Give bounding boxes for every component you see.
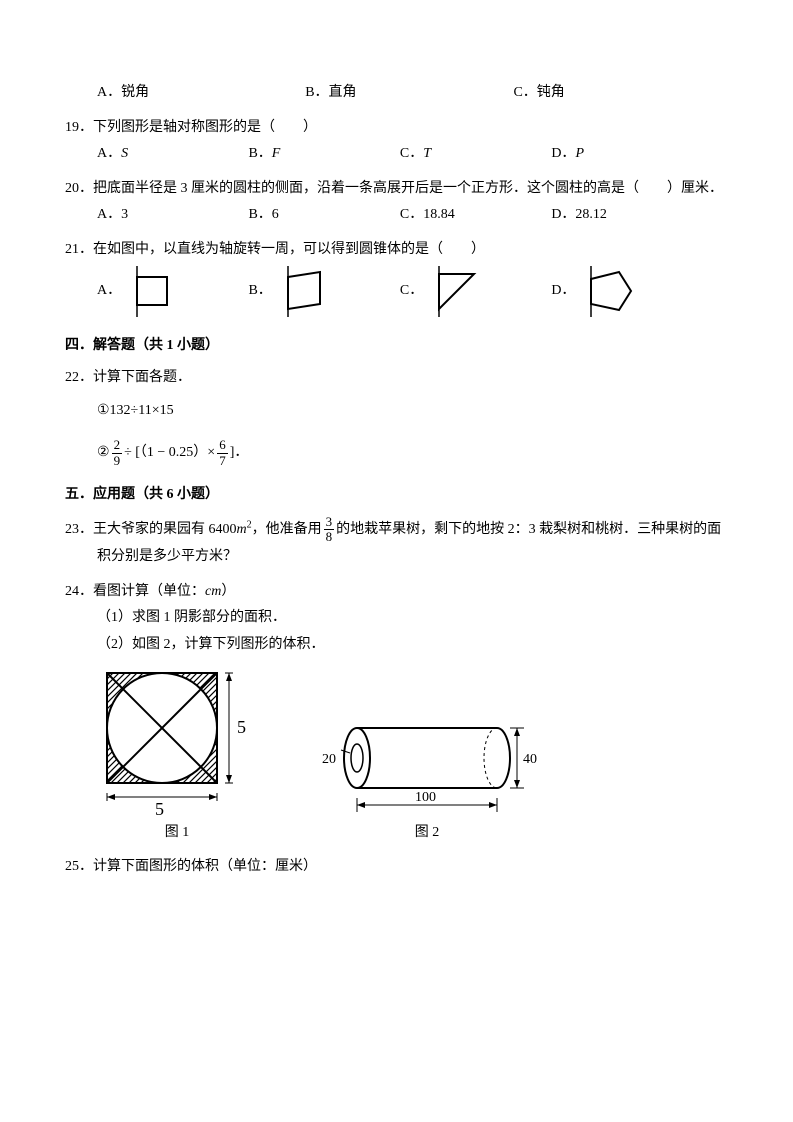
q21-opt-a: A． [97,264,248,319]
q19-opt-d: D．P [551,141,702,168]
q20-text: 20．把底面半径是 3 厘米的圆柱的侧面，沿着一条高展开后是一个正方形．这个圆柱… [65,176,728,203]
q20-opt-b: B．6 [248,202,399,229]
q18-opt-c: C．钝角 [513,80,721,107]
q25-text: 25．计算下面图形的体积（单位：厘米） [65,854,728,881]
q21-text: 21．在如图中，以直线为轴旋转一周，可以得到圆锥体的是（ ） [65,237,728,264]
q18-options-row: A．锐角 B．直角 C．钝角 [65,80,728,107]
q20-opt-d: D．28.12 [551,202,702,229]
q22: 22．计算下面各题． ①132÷11×15 ②29÷ [（1 − 0.25）×6… [65,365,728,468]
q24-sub1: （1）求图 1 阴影部分的面积． [97,605,728,632]
q21-opt-b: B． [248,264,399,319]
figure-1-svg: 5 5 [97,665,257,820]
q24: 24．看图计算（单位：cm） （1）求图 1 阴影部分的面积． （2）如图 2，… [65,579,728,846]
q18-opt-a: A．锐角 [97,80,305,107]
q19: 19．下列图形是轴对称图形的是（ ） A．S B．F C．T D．P [65,115,728,168]
q22-line1: ①132÷11×15 [97,398,728,425]
fig2-dim-40: 40 [523,752,537,767]
figure-2-svg: 20 40 100 [317,710,547,820]
figure-2: 20 40 100 [317,710,547,820]
q20-opt-c: C．18.84 [400,202,551,229]
q25: 25．计算下面图形的体积（单位：厘米） [65,854,728,881]
q23-line2: 积分别是多少平方米？ [97,544,728,571]
q21-opt-d: D． [551,264,702,319]
q20-opt-a: A．3 [97,202,248,229]
q23: 23．王大爷家的果园有 6400m2，他准备用38的地栽苹果树，剩下的地按 2：… [65,515,728,571]
q19-opt-a: A．S [97,141,248,168]
fig1-caption: 图 1 [97,820,257,847]
shape-b-icon [278,264,333,319]
fig1-dim-v: 5 [237,717,246,737]
q22-text: 22．计算下面各题． [65,365,728,392]
fig2-caption: 图 2 [317,820,537,847]
q22-line2: ②29÷ [（1 − 0.25）×67]． [97,438,728,468]
fig2-dim-20: 20 [322,752,336,767]
q18-opt-b: B．直角 [305,80,513,107]
q19-opt-c: C．T [400,141,551,168]
q20: 20．把底面半径是 3 厘米的圆柱的侧面，沿着一条高展开后是一个正方形．这个圆柱… [65,176,728,229]
q19-text: 19．下列图形是轴对称图形的是（ ） [65,115,728,142]
q21: 21．在如图中，以直线为轴旋转一周，可以得到圆锥体的是（ ） A． B． C． … [65,237,728,319]
shape-c-icon [429,264,484,319]
section-5-title: 五．应用题（共 6 小题） [65,482,728,509]
q19-opt-b: B．F [248,141,399,168]
figure-1: 5 5 [97,665,257,820]
shape-a-icon [127,264,182,319]
fig2-dim-100: 100 [415,790,436,805]
section-4-title: 四．解答题（共 1 小题） [65,333,728,360]
shape-d-icon [581,264,636,319]
fig1-dim-h: 5 [155,799,164,819]
q21-opt-c: C． [400,264,551,319]
q24-sub2: （2）如图 2，计算下列图形的体积． [97,632,728,659]
